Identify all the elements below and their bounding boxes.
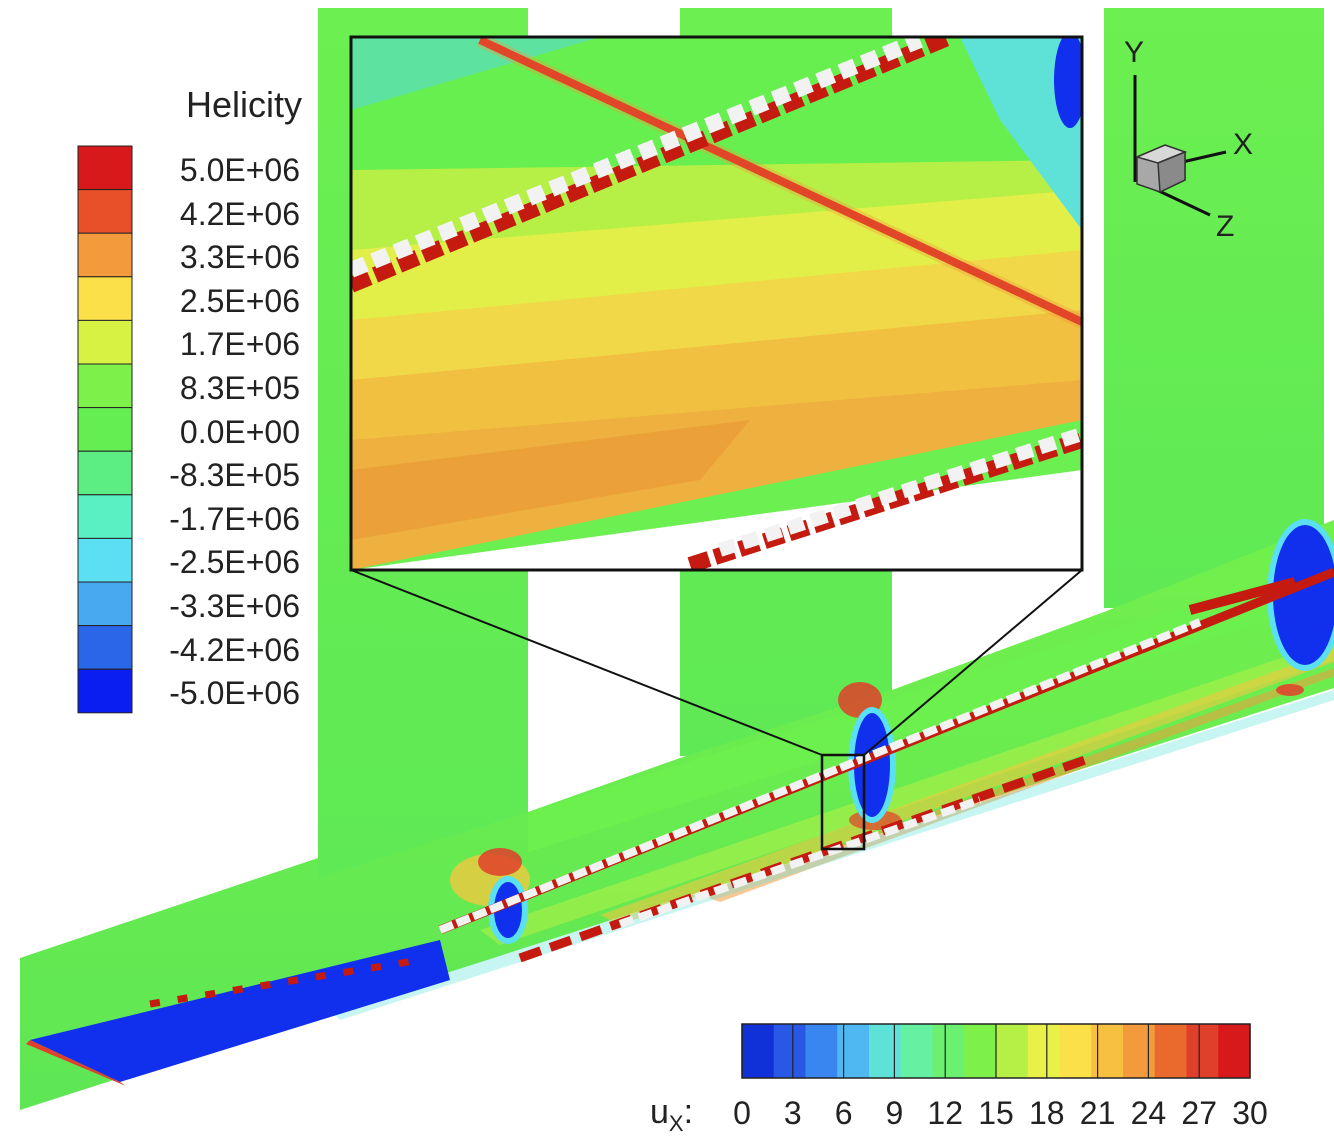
ux-tick-label: 21 bbox=[1079, 1095, 1116, 1131]
helicity-swatch bbox=[77, 276, 133, 321]
zoom-box bbox=[820, 753, 866, 851]
x-axis-label: X bbox=[1233, 128, 1254, 161]
y-axis-label: Y bbox=[1124, 36, 1145, 69]
helicity-legend-label: -5.0E+06 bbox=[169, 675, 300, 712]
ux-swatch bbox=[964, 1024, 997, 1078]
helicity-legend-label: 0.0E+00 bbox=[179, 413, 300, 450]
helicity-legend-label: -1.7E+06 bbox=[169, 500, 300, 537]
helicity-legend-label: 8.3E+05 bbox=[179, 370, 300, 406]
zoom-indicator bbox=[350, 569, 1083, 851]
ux-tick-label: 0 bbox=[733, 1095, 751, 1131]
helicity-swatch bbox=[77, 494, 133, 539]
helicity-legend-label: -2.5E+06 bbox=[169, 544, 300, 581]
ux-tick-label: 9 bbox=[885, 1095, 904, 1131]
ux-tick-label: 30 bbox=[1232, 1095, 1268, 1131]
helicity-swatch bbox=[77, 668, 133, 714]
helicity-swatch bbox=[77, 232, 133, 278]
ux-swatch bbox=[1218, 1024, 1251, 1078]
helicity-legend-label: -4.2E+06 bbox=[169, 631, 300, 668]
helicity-legend-label: 4.2E+06 bbox=[179, 195, 300, 232]
helicity-swatch bbox=[77, 407, 133, 452]
ux-legend-labels: uX: 0 3 6 9 12 15 18 21 24 27 30 bbox=[650, 1093, 1290, 1137]
ux-swatch bbox=[900, 1024, 933, 1078]
ux-swatch bbox=[1154, 1024, 1187, 1078]
helicity-swatch bbox=[77, 145, 133, 191]
ux-swatch bbox=[932, 1024, 965, 1078]
helicity-legend-label: -8.3E+05 bbox=[169, 457, 300, 494]
ux-swatch bbox=[1123, 1024, 1156, 1078]
ux-colorbar-frame bbox=[741, 1023, 1251, 1079]
ux-tick-label: 6 bbox=[834, 1095, 853, 1131]
ux-swatch bbox=[1027, 1024, 1060, 1078]
inset-frame bbox=[349, 35, 1084, 572]
helicity-legend-label: 3.3E+06 bbox=[179, 239, 300, 276]
ux-tick-label: 3 bbox=[783, 1095, 802, 1131]
ux-swatch bbox=[837, 1024, 870, 1078]
helicity-swatch bbox=[77, 189, 133, 234]
ux-colorbar bbox=[741, 1023, 1251, 1079]
helicity-legend-label: 2.5E+06 bbox=[179, 282, 300, 319]
helicity-swatch bbox=[77, 363, 133, 409]
panel-right bbox=[1104, 8, 1324, 608]
ux-swatch bbox=[869, 1024, 902, 1078]
z-axis-label: Z bbox=[1216, 210, 1235, 243]
ux-tick-label: 15 bbox=[978, 1095, 1014, 1131]
helicity-legend-label: -3.3E+06 bbox=[169, 588, 300, 624]
axes-triad bbox=[1133, 75, 1227, 217]
particle-streaks bbox=[149, 567, 1334, 1008]
ux-swatch bbox=[996, 1024, 1029, 1078]
ux-swatch bbox=[805, 1024, 838, 1078]
inset-view bbox=[351, 37, 1082, 570]
helicity-legend-label: 5.0E+06 bbox=[179, 152, 300, 188]
helicity-legend-label: 1.7E+06 bbox=[179, 326, 300, 363]
ux-tick-label: 12 bbox=[927, 1095, 963, 1131]
ux-swatch bbox=[773, 1024, 806, 1078]
ux-legend-title: uX: bbox=[650, 1093, 694, 1136]
ux-tick-label: 18 bbox=[1029, 1095, 1065, 1131]
ux-swatch bbox=[1091, 1024, 1124, 1078]
ux-swatch bbox=[1059, 1024, 1092, 1078]
ux-tick-label: 27 bbox=[1181, 1095, 1217, 1131]
ux-swatch bbox=[742, 1024, 775, 1078]
helicity-colorbar bbox=[77, 145, 133, 714]
ux-tick-label: 24 bbox=[1130, 1095, 1167, 1131]
helicity-swatch bbox=[77, 581, 133, 627]
helicity-swatch bbox=[77, 450, 133, 496]
helicity-swatch bbox=[77, 625, 133, 670]
helicity-swatch bbox=[77, 319, 133, 365]
ux-swatch bbox=[1186, 1024, 1219, 1078]
helicity-swatch bbox=[77, 537, 133, 583]
helicity-legend-title: Helicity bbox=[185, 84, 302, 125]
tower-vortex-discs bbox=[488, 519, 1334, 944]
